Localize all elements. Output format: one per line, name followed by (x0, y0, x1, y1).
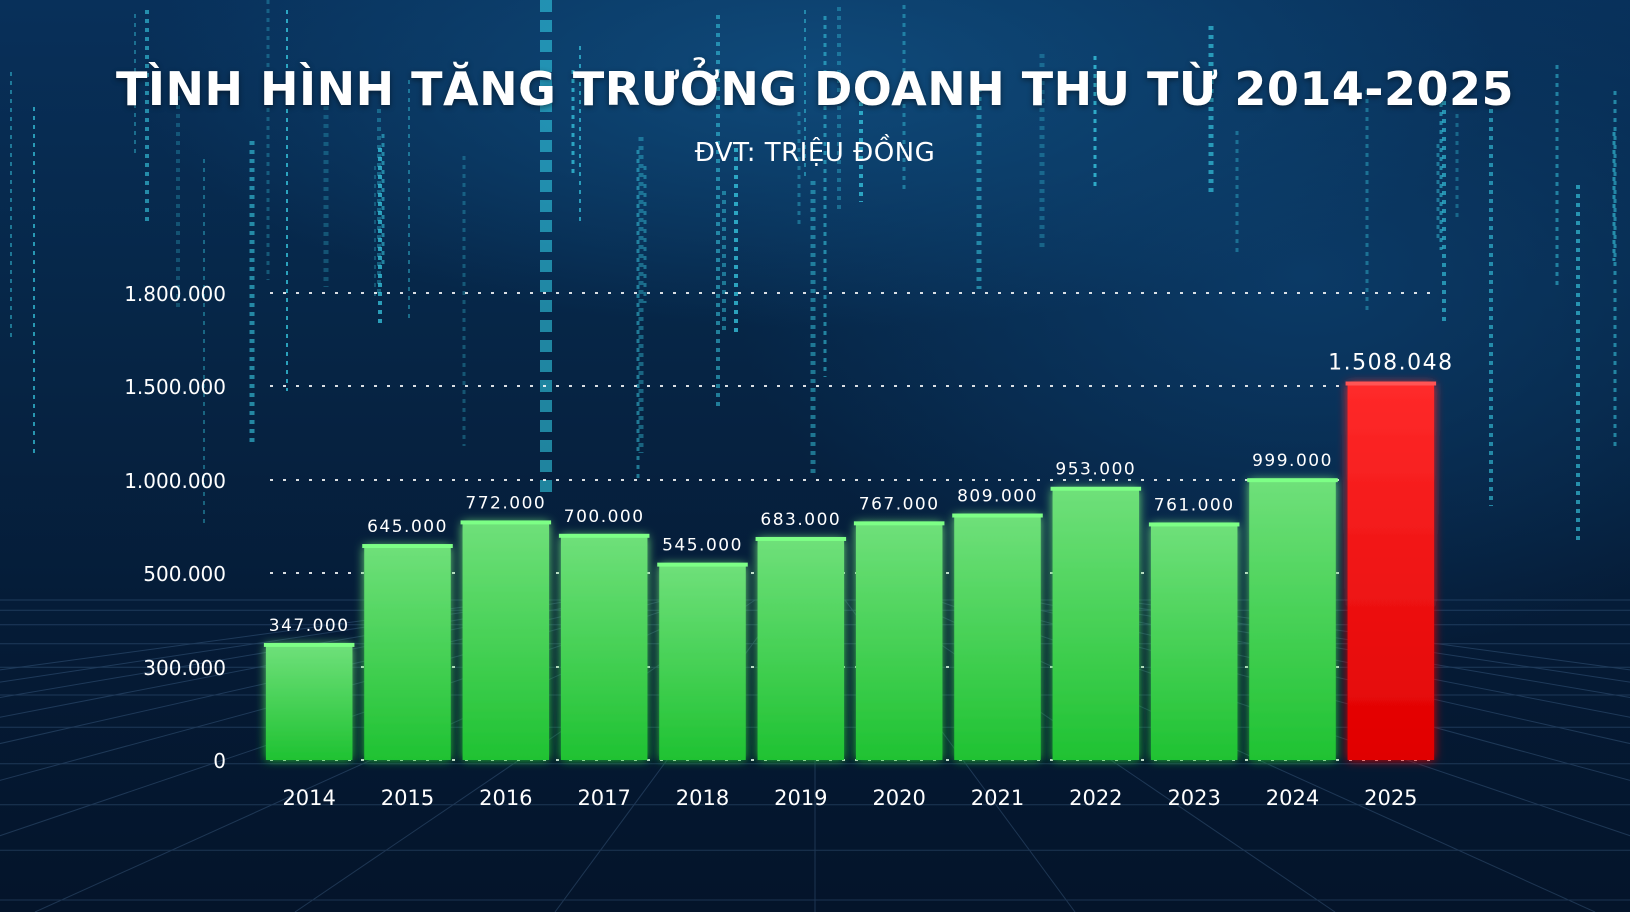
bar-cap (1345, 381, 1437, 386)
data-label: 700.000 (564, 507, 645, 527)
y-tick-label: 300.000 (143, 656, 226, 680)
data-label: 767.000 (859, 494, 940, 514)
x-tick-label: 2024 (1266, 786, 1319, 810)
bar-cap (755, 536, 847, 541)
y-axis-ticks: 0 300.000 500.000 1.000.000 1.500.000 1.800.0… (124, 282, 226, 773)
bar-cap (657, 562, 748, 567)
chart-title: TÌNH HÌNH TĂNG TRƯỞNG DOANH THU TỪ 2014-… (116, 62, 1514, 116)
bar (1347, 383, 1435, 760)
y-tick-label: 1.500.000 (124, 375, 226, 399)
data-label: 999.000 (1252, 451, 1333, 471)
x-tick-label: 2014 (282, 786, 335, 810)
bar-cap (362, 544, 453, 549)
bar-cap (1050, 486, 1142, 491)
x-tick-label: 2017 (577, 786, 630, 810)
data-label: 1.508.048 (1328, 351, 1453, 376)
data-label: 772.000 (465, 493, 546, 513)
y-tick-label: 1.000.000 (124, 469, 226, 493)
bar-cap (1148, 522, 1240, 527)
data-label: 809.000 (957, 487, 1038, 507)
digital-rain (10, 0, 1617, 540)
data-label: 645.000 (367, 517, 448, 537)
bars (263, 381, 1437, 760)
y-tick-label: 1.800.000 (124, 282, 226, 306)
bar (954, 515, 1041, 760)
data-labels: 347.000 645.000 772.000 700.000 545.000 683.0… (269, 351, 1453, 636)
data-label: 545.000 (662, 536, 743, 556)
x-tick-label: 2021 (971, 786, 1024, 810)
bar (1150, 524, 1238, 760)
bar (462, 522, 550, 760)
x-tick-label: 2015 (381, 786, 434, 810)
y-tick-label: 500.000 (143, 562, 226, 586)
chart-subtitle: ĐVT: TRIỆU ĐỒNG (694, 138, 936, 168)
bar-cap (853, 521, 945, 526)
bar-cap (1247, 478, 1338, 483)
bar-cap (460, 520, 552, 525)
bar (855, 523, 943, 760)
bar (560, 535, 648, 760)
bar-cap (263, 642, 355, 647)
x-tick-label: 2018 (676, 786, 729, 810)
x-tick-label: 2016 (479, 786, 532, 810)
bar (1249, 480, 1336, 760)
x-tick-label: 2025 (1364, 786, 1417, 810)
x-tick-label: 2019 (774, 786, 827, 810)
x-tick-label: 2020 (872, 786, 925, 810)
data-label: 347.000 (269, 616, 350, 636)
y-tick-label: 0 (213, 749, 226, 773)
x-tick-label: 2023 (1167, 786, 1220, 810)
bar-cap (558, 533, 650, 538)
x-axis-ticks: 2014 2015 2016 2017 2018 2019 2020 2021 2022 2023… (282, 786, 1417, 810)
bar-cap (952, 513, 1043, 518)
bar (364, 546, 451, 760)
bar (1052, 488, 1140, 760)
x-tick-label: 2022 (1069, 786, 1122, 810)
bar (757, 538, 845, 760)
bar (265, 644, 353, 760)
data-label: 953.000 (1055, 460, 1136, 480)
data-label: 761.000 (1154, 495, 1235, 515)
bar (659, 564, 746, 760)
data-label: 683.000 (760, 510, 841, 530)
